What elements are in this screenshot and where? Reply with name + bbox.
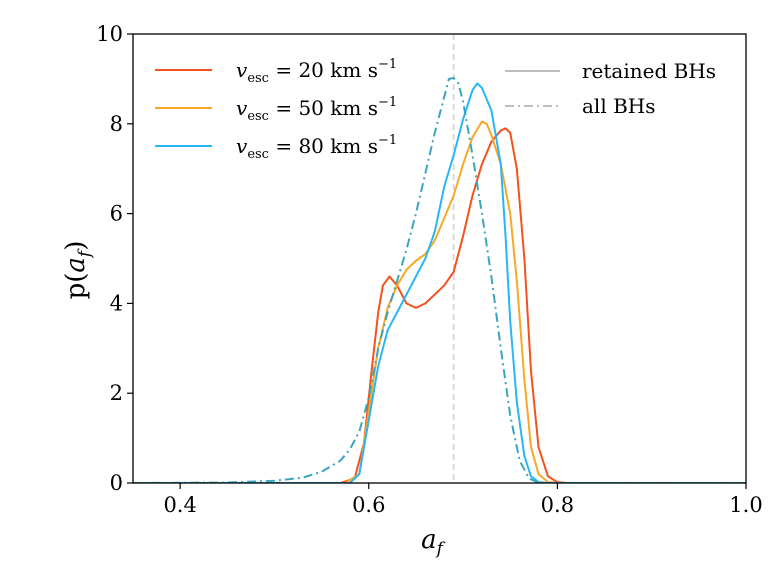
legend-label-vesc: vesc = 20 km s−1 <box>236 57 397 86</box>
y-axis-label: p(af) <box>61 241 95 300</box>
x-axis-label-main: a <box>421 525 437 555</box>
y-tick-label: 2 <box>110 381 123 405</box>
y-tick-label: 0 <box>110 471 123 495</box>
y-axis-label-sub: f <box>75 248 95 259</box>
x-axis-label: af <box>421 525 446 559</box>
legend-label-vesc: vesc = 80 km s−1 <box>236 133 397 162</box>
series-line-vesc-0 <box>133 127 746 483</box>
x-tick-label: 0.8 <box>541 493 574 517</box>
y-axis-label-var: a <box>61 257 91 273</box>
y-axis-label-post: ) <box>61 241 91 251</box>
y-tick-label: 8 <box>110 112 123 136</box>
y-tick-label: 6 <box>110 202 123 226</box>
x-tick-label: 1.0 <box>729 493 762 517</box>
legend-label-vesc: vesc = 50 km s−1 <box>236 95 397 124</box>
series-line-all-bhs <box>133 77 746 483</box>
legend-label-retained-bhs: retained BHs <box>582 59 716 83</box>
x-axis-label-sub: f <box>435 539 446 559</box>
y-tick-label: 10 <box>96 22 123 46</box>
y-axis-label-pre: p( <box>61 273 91 300</box>
x-tick-label: 0.4 <box>163 493 196 517</box>
series-line-vesc-1 <box>133 120 746 483</box>
series-line-vesc-2 <box>133 82 746 483</box>
plot-frame <box>132 33 747 484</box>
x-tick-label: 0.6 <box>352 493 385 517</box>
legend-label-all-bhs: all BHs <box>582 94 655 118</box>
y-tick-label: 4 <box>110 291 123 315</box>
